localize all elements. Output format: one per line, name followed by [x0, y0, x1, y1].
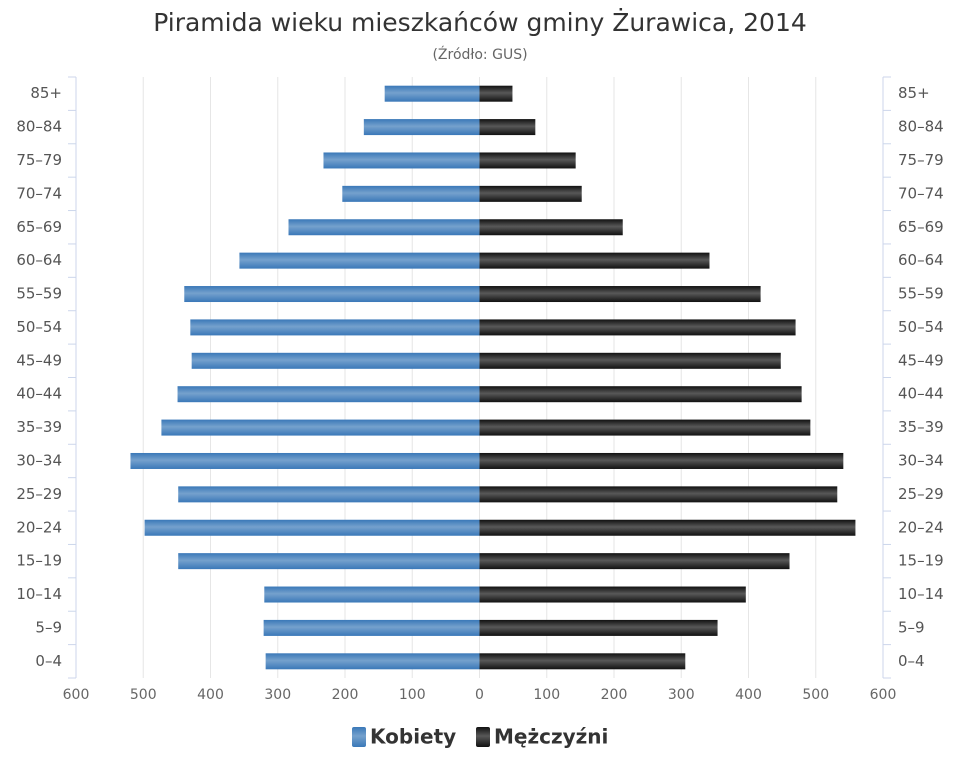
bar	[479, 185, 582, 202]
bar	[144, 519, 480, 536]
bar	[239, 252, 480, 269]
bar	[178, 553, 480, 570]
y-tick-label: 40–44	[16, 385, 62, 403]
y-tick-label: 20–24	[16, 518, 62, 536]
y-tick-label: 50–54	[16, 318, 62, 336]
bar	[265, 653, 480, 670]
y-tick-label: 25–29	[16, 485, 62, 503]
legend-swatch	[352, 727, 366, 747]
x-tick-label: 600	[63, 687, 90, 703]
y-tick-label: 50–54	[898, 318, 944, 336]
y-tick-label: 0–4	[35, 652, 62, 670]
x-tick-label: 100	[533, 687, 560, 703]
bar	[479, 519, 856, 536]
bar	[479, 486, 838, 503]
bar	[479, 352, 781, 369]
y-tick-label: 65–69	[898, 218, 944, 236]
bar	[479, 419, 811, 436]
y-tick-label: 0–4	[898, 652, 925, 670]
y-tick-label: 65–69	[16, 218, 62, 236]
bar	[342, 185, 480, 202]
y-tick-label: 15–19	[898, 552, 944, 570]
y-tick-label: 55–59	[898, 285, 944, 303]
bar	[178, 486, 480, 503]
x-tick-label: 400	[735, 687, 762, 703]
y-tick-label: 20–24	[898, 518, 944, 536]
y-tick-label: 70–74	[16, 184, 62, 202]
y-tick-label: 35–39	[898, 418, 944, 436]
bar	[479, 252, 710, 269]
legend-swatch	[476, 727, 490, 747]
bar	[184, 286, 480, 303]
bar	[130, 452, 480, 469]
y-tick-label: 85+	[898, 84, 930, 102]
x-tick-label: 300	[264, 687, 291, 703]
bar	[479, 653, 686, 670]
y-tick-label: 45–49	[898, 351, 944, 369]
y-tick-label: 40–44	[898, 385, 944, 403]
x-tick-label: 0	[475, 687, 484, 703]
y-tick-label: 85+	[30, 84, 62, 102]
x-tick-label: 500	[802, 687, 829, 703]
bar	[479, 219, 623, 236]
y-tick-label: 60–64	[898, 251, 944, 269]
bar	[479, 619, 718, 636]
y-tick-label: 30–34	[898, 451, 944, 469]
chart-subtitle: (Źródło: GUS)	[432, 45, 527, 63]
bar	[479, 119, 536, 136]
legend-label: Mężczyźni	[494, 725, 608, 749]
bar	[479, 85, 513, 102]
y-tick-label: 10–14	[898, 585, 944, 603]
y-tick-label: 60–64	[16, 251, 62, 269]
y-tick-label: 10–14	[16, 585, 62, 603]
x-tick-label: 500	[130, 687, 157, 703]
y-tick-label: 5–9	[898, 618, 925, 636]
bar	[479, 452, 844, 469]
legend-label: Kobiety	[370, 725, 456, 749]
y-tick-label: 70–74	[898, 184, 944, 202]
chart-title: Piramida wieku mieszkańców gminy Żurawic…	[153, 8, 807, 37]
y-tick-label: 5–9	[35, 618, 62, 636]
y-tick-label: 15–19	[16, 552, 62, 570]
bar	[479, 386, 802, 403]
bar	[191, 352, 480, 369]
bar	[479, 553, 790, 570]
bar	[479, 152, 576, 169]
x-tick-label: 300	[668, 687, 695, 703]
y-tick-label: 75–79	[898, 151, 944, 169]
bar	[479, 319, 796, 336]
x-tick-label: 200	[601, 687, 628, 703]
x-tick-label: 600	[870, 687, 897, 703]
y-tick-label: 35–39	[16, 418, 62, 436]
y-tick-label: 45–49	[16, 351, 62, 369]
x-tick-label: 100	[399, 687, 426, 703]
y-tick-label: 55–59	[16, 285, 62, 303]
bar	[479, 286, 761, 303]
bar	[384, 85, 480, 102]
bar	[263, 619, 480, 636]
y-tick-label: 25–29	[898, 485, 944, 503]
bar	[161, 419, 480, 436]
x-tick-label: 400	[197, 687, 224, 703]
bar	[177, 386, 480, 403]
y-tick-label: 80–84	[898, 118, 944, 136]
x-tick-label: 200	[332, 687, 359, 703]
y-tick-label: 30–34	[16, 451, 62, 469]
bar	[190, 319, 480, 336]
bar	[363, 119, 480, 136]
bar	[323, 152, 480, 169]
bar	[288, 219, 480, 236]
bar	[264, 586, 480, 603]
y-tick-label: 75–79	[16, 151, 62, 169]
bar	[479, 586, 746, 603]
y-tick-label: 80–84	[16, 118, 62, 136]
